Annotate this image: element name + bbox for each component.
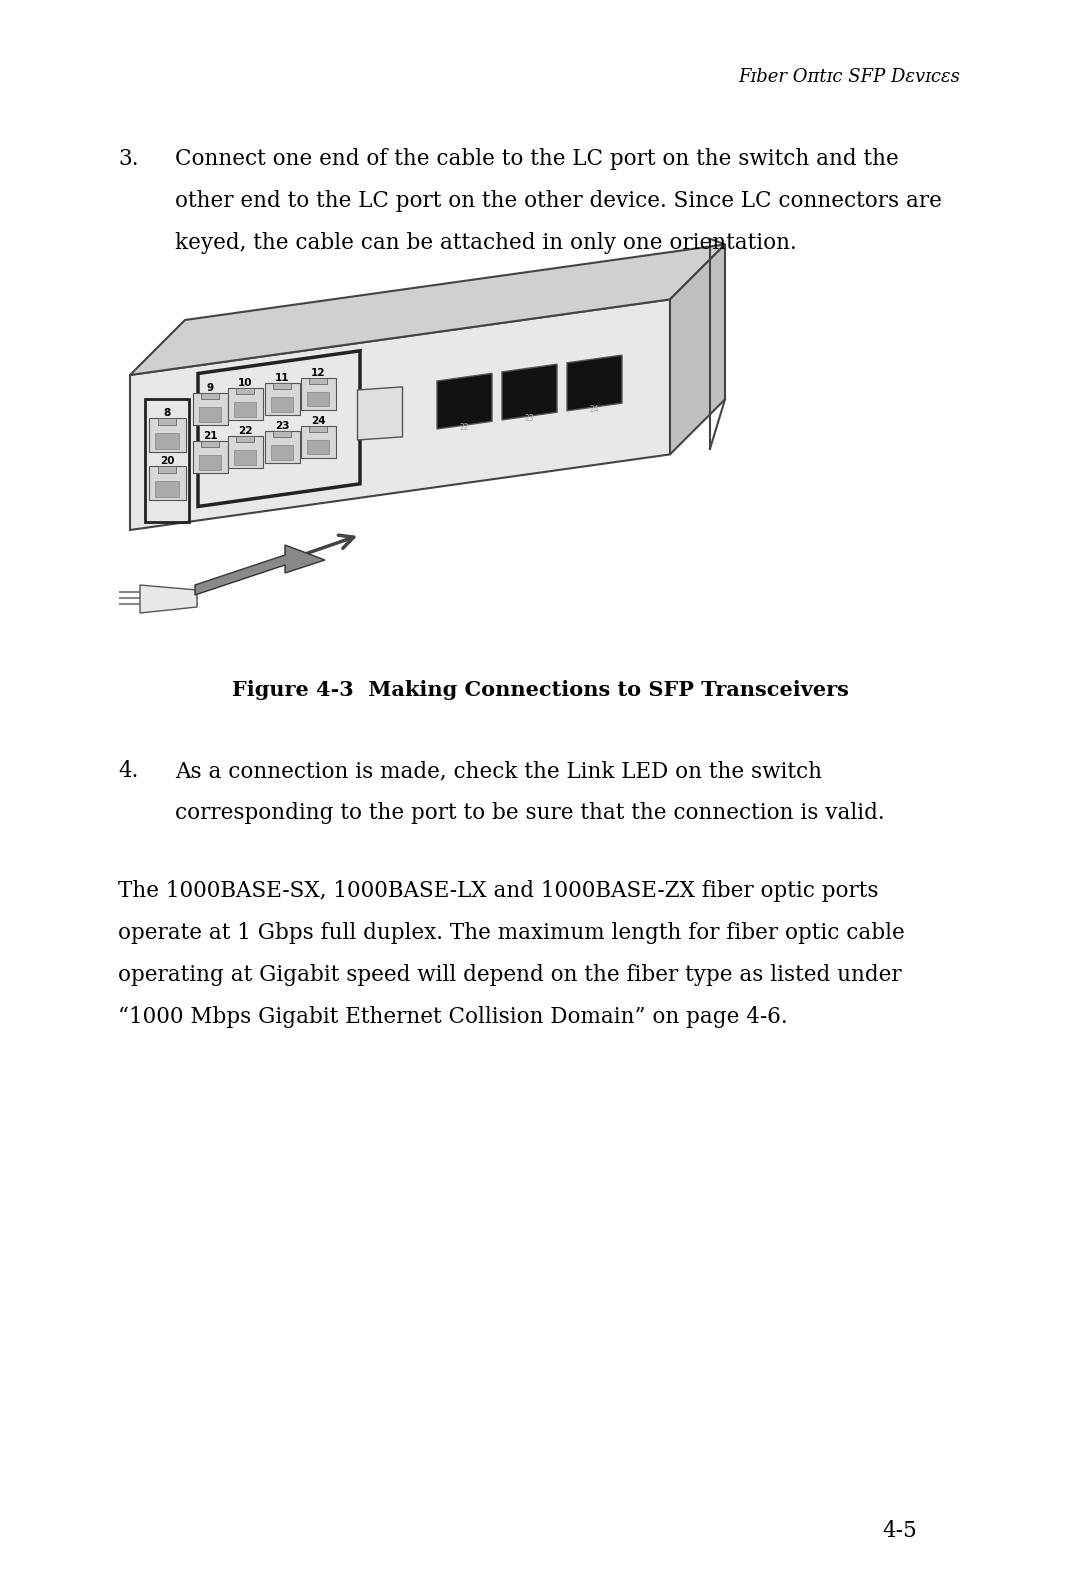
Bar (158, 418, 176, 425)
Bar (158, 466, 176, 473)
Bar (199, 455, 221, 469)
Text: 24: 24 (590, 405, 599, 414)
Polygon shape (670, 245, 725, 454)
Bar (199, 407, 221, 422)
Bar (273, 383, 291, 389)
Text: 23: 23 (525, 414, 535, 422)
Bar (233, 451, 256, 465)
Text: 3.: 3. (118, 148, 138, 170)
Polygon shape (140, 586, 197, 612)
Bar (233, 402, 256, 416)
Text: As a connection is made, check the Link LED on the switch: As a connection is made, check the Link … (175, 760, 822, 782)
Bar (154, 482, 179, 496)
Bar (149, 466, 186, 499)
Text: Figure 4-3  Making Connections to SFP Transceivers: Figure 4-3 Making Connections to SFP Tra… (231, 680, 849, 700)
Polygon shape (437, 374, 492, 429)
Text: keyed, the cable can be attached in only one orientation.: keyed, the cable can be attached in only… (175, 232, 797, 254)
Text: 23: 23 (274, 421, 289, 430)
Bar (228, 388, 262, 419)
Bar (307, 392, 329, 407)
Text: “1000 Mbps Gigabit Ethernet Collision Domain” on page 4-6.: “1000 Mbps Gigabit Ethernet Collision Do… (118, 1006, 787, 1028)
Text: 12: 12 (311, 367, 325, 378)
Text: Fɪber Oπtɪc SFP Dεvɪcεs: Fɪber Oπtɪc SFP Dεvɪcεs (738, 68, 960, 86)
Text: corresponding to the port to be sure that the connection is valid.: corresponding to the port to be sure tha… (175, 802, 885, 824)
Bar (309, 378, 327, 385)
Bar (201, 441, 219, 447)
Bar (149, 418, 186, 452)
Polygon shape (130, 300, 670, 531)
Text: 22: 22 (460, 422, 469, 432)
Polygon shape (567, 355, 622, 411)
Text: 20: 20 (160, 455, 174, 466)
Text: 24: 24 (311, 416, 325, 425)
Bar (265, 383, 299, 414)
Text: The 1000BASE-SX, 1000BASE-LX and 1000BASE-ZX fiber optic ports: The 1000BASE-SX, 1000BASE-LX and 1000BAS… (118, 881, 878, 903)
Text: 4-5: 4-5 (882, 1520, 917, 1542)
Bar (192, 441, 228, 473)
Polygon shape (502, 364, 557, 419)
Bar (300, 378, 336, 410)
Text: 9: 9 (206, 383, 214, 392)
Text: 21: 21 (203, 430, 217, 441)
Bar (237, 436, 254, 443)
Polygon shape (357, 386, 403, 440)
Bar (237, 388, 254, 394)
Text: 10: 10 (238, 378, 253, 388)
Bar (265, 430, 299, 463)
Bar (154, 433, 179, 449)
Bar (309, 425, 327, 432)
Bar (201, 392, 219, 399)
Text: other end to the LC port on the other device. Since LC connectors are: other end to the LC port on the other de… (175, 190, 942, 212)
Bar (307, 440, 329, 454)
Polygon shape (195, 545, 325, 595)
Text: 8: 8 (163, 408, 171, 418)
Text: operating at Gigabit speed will depend on the fiber type as listed under: operating at Gigabit speed will depend o… (118, 964, 902, 986)
Polygon shape (130, 245, 725, 375)
Bar (273, 430, 291, 436)
Bar (228, 436, 262, 468)
Bar (192, 392, 228, 425)
Bar (271, 397, 294, 411)
Text: Connect one end of the cable to the LC port on the switch and the: Connect one end of the cable to the LC p… (175, 148, 899, 170)
Bar (300, 425, 336, 458)
Text: 22: 22 (238, 425, 253, 436)
Text: 4.: 4. (118, 760, 138, 782)
Text: operate at 1 Gbps full duplex. The maximum length for fiber optic cable: operate at 1 Gbps full duplex. The maxim… (118, 922, 905, 944)
Bar (271, 446, 294, 460)
Text: 11: 11 (274, 372, 289, 383)
